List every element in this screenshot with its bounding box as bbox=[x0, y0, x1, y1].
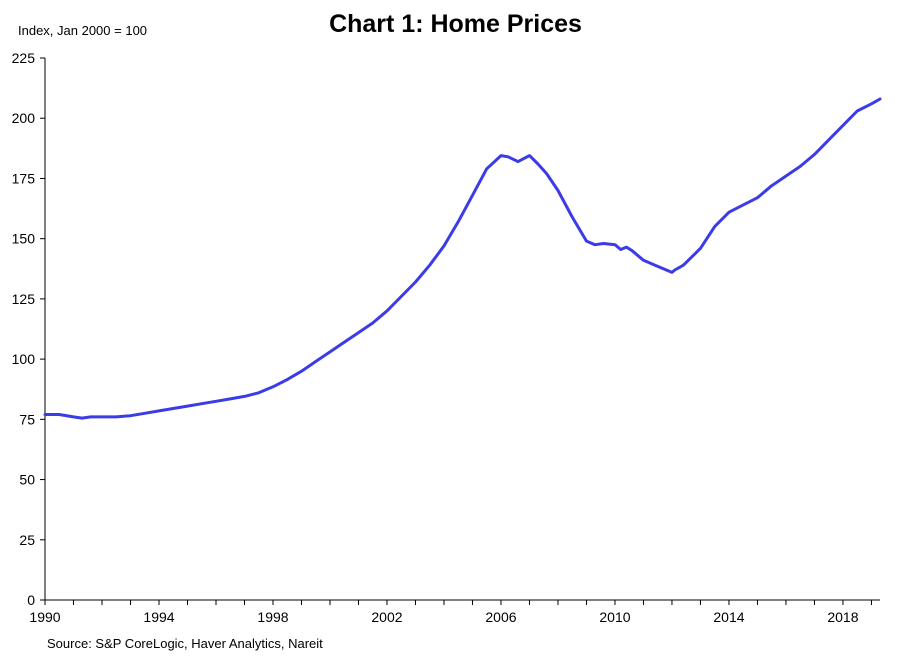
series-line-home-prices bbox=[43, 97, 882, 420]
y-tick-label: 225 bbox=[12, 50, 36, 66]
x-tick-label: 2010 bbox=[599, 609, 630, 625]
chart-title: Chart 1: Home Prices bbox=[329, 10, 582, 38]
x-tick-label: 2014 bbox=[713, 609, 744, 625]
source-note: Source: S&P CoreLogic, Haver Analytics, … bbox=[47, 636, 323, 651]
y-tick-label: 125 bbox=[12, 291, 36, 307]
x-tick-label: 2006 bbox=[485, 609, 516, 625]
y-tick-label: 200 bbox=[12, 110, 36, 126]
y-tick-label: 25 bbox=[19, 532, 35, 548]
x-tick-label: 1998 bbox=[257, 609, 288, 625]
y-tick-label: 175 bbox=[12, 170, 36, 186]
y-tick-label: 0 bbox=[27, 592, 35, 608]
y-tick-label: 150 bbox=[12, 231, 36, 247]
y-tick-label: 75 bbox=[19, 411, 35, 427]
x-tick-label: 2018 bbox=[827, 609, 858, 625]
y-tick-label: 100 bbox=[12, 351, 36, 367]
y-tick-label: 50 bbox=[19, 472, 35, 488]
x-tick-label: 1990 bbox=[29, 609, 60, 625]
y-axis-label: Index, Jan 2000 = 100 bbox=[18, 23, 148, 38]
x-tick-label: 1994 bbox=[143, 609, 174, 625]
x-tick-label: 2002 bbox=[371, 609, 402, 625]
